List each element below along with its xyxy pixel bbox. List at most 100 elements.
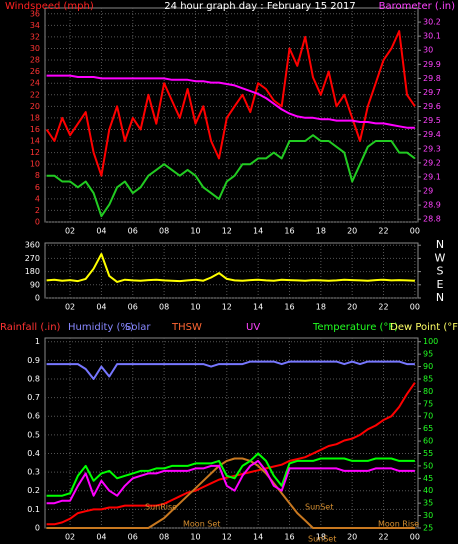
y-tick-label: 34 — [30, 21, 40, 30]
series-line — [46, 452, 415, 497]
y-tick-label: 0.3 — [27, 468, 40, 477]
y2-tick-label: 30 — [423, 46, 433, 55]
x-tick-label: 12 — [222, 303, 232, 312]
series-line — [46, 74, 415, 129]
y-tick-label: 0 — [35, 524, 40, 533]
plot-frame — [44, 7, 419, 223]
annotation: SunRise — [145, 503, 177, 512]
chart-title: 24 hour graph day : February 15 2017 — [164, 1, 355, 12]
y-tick-label: 0.8 — [27, 374, 40, 383]
y2-tick-label: 29.7 — [423, 88, 441, 97]
x-tick-label: 12 — [222, 227, 232, 236]
y2-tick-label: 80 — [423, 387, 433, 396]
y2-tick-label: 50 — [423, 461, 433, 470]
x-tick-label: 02 — [65, 227, 75, 236]
y-tick-label: 28 — [30, 56, 40, 65]
x-tick-label: 02 — [65, 303, 75, 312]
legend-label: Rainfall (.in) — [0, 322, 61, 333]
x-tick-label: 10 — [190, 303, 200, 312]
y2-tick-label: 90 — [423, 362, 433, 371]
x-tick-label: 10 — [190, 227, 200, 236]
y-tick-label: 90 — [30, 280, 40, 289]
legend-label: THSW — [171, 322, 202, 333]
y2-tick-label: 60 — [423, 437, 433, 446]
y2-tick-label: 25 — [423, 524, 433, 533]
y2-tick-label: 29.5 — [423, 116, 441, 125]
y-tick-label: 26 — [30, 67, 40, 76]
y2-tick-label: N — [436, 291, 444, 304]
y-tick-label: 22 — [30, 90, 40, 99]
y-tick-label: 6 — [35, 183, 40, 192]
x-tick-label: 06 — [128, 533, 138, 542]
x-tick-label: 16 — [284, 303, 294, 312]
y-tick-label: 0.5 — [27, 430, 40, 439]
legend-label: Humidity (%) — [68, 322, 134, 333]
series-line — [46, 459, 415, 505]
y2-tick-label: 55 — [423, 449, 433, 458]
x-tick-label: 08 — [159, 533, 169, 542]
y2-tick-label: 29 — [423, 187, 433, 196]
x-tick-label: 20 — [347, 533, 357, 542]
y2-tick-label: 65 — [423, 424, 433, 433]
x-tick-label: 14 — [253, 303, 263, 312]
y2-tick-label: 35 — [423, 499, 433, 508]
y-tick-label: 16 — [30, 125, 40, 134]
x-tick-label: 06 — [128, 303, 138, 312]
x-tick-label: 04 — [96, 533, 106, 542]
x-tick-label: 08 — [159, 303, 169, 312]
series-line — [46, 253, 415, 283]
x-tick-label: 18 — [316, 533, 326, 542]
x-tick-label: 16 — [284, 533, 294, 542]
y-tick-label: 4 — [35, 194, 40, 203]
x-tick-label: 10 — [190, 533, 200, 542]
y-tick-label: 0 — [35, 294, 40, 303]
x-tick-label: 18 — [316, 303, 326, 312]
y2-tick-label: 30.1 — [423, 32, 441, 41]
y2-tick-label: 100 — [423, 337, 438, 346]
y-axis-label: Windspeed (mph) — [5, 1, 94, 12]
x-tick-label: 02 — [65, 533, 75, 542]
y-tick-label: 360 — [25, 241, 40, 250]
series-line — [46, 360, 415, 380]
y2-tick-label: 85 — [423, 374, 433, 383]
y-tick-label: 180 — [25, 267, 40, 276]
y-tick-label: 0.9 — [27, 356, 40, 365]
y2-tick-label: 40 — [423, 486, 433, 495]
y-tick-label: 36 — [30, 9, 40, 18]
x-tick-label: 00 — [410, 533, 420, 542]
y-tick-label: 14 — [30, 137, 40, 146]
legend-label: UV — [246, 322, 260, 333]
x-tick-label: 16 — [284, 227, 294, 236]
legend-label: Solar — [125, 322, 151, 333]
y2-tick-label: 29.9 — [423, 60, 441, 69]
series-line — [46, 134, 416, 218]
legend-label: Dew Point (°F — [390, 322, 458, 333]
y2-tick-label: 28.8 — [423, 215, 441, 224]
y-tick-label: 0.6 — [27, 412, 40, 421]
y-tick-label: 270 — [25, 254, 40, 263]
y-tick-label: 10 — [30, 160, 40, 169]
y2-tick-label: 28.9 — [423, 201, 441, 210]
x-tick-label: 08 — [159, 227, 169, 236]
x-tick-label: 22 — [378, 533, 388, 542]
y-tick-label: 32 — [30, 32, 40, 41]
y-tick-label: 0.1 — [27, 505, 40, 514]
y-tick-label: 2 — [35, 206, 40, 215]
y-tick-label: 20 — [30, 102, 40, 111]
y-tick-label: 24 — [30, 79, 40, 88]
y2-tick-label: 95 — [423, 350, 433, 359]
x-tick-label: 04 — [96, 303, 106, 312]
y2-tick-label: 29.8 — [423, 74, 441, 83]
y-tick-label: 0.4 — [27, 449, 40, 458]
x-tick-label: 22 — [378, 303, 388, 312]
legend-label: Temperature (°F) — [312, 322, 398, 333]
y2-tick-label: 29.6 — [423, 102, 441, 111]
x-tick-label: 20 — [347, 227, 357, 236]
y-tick-label: 30 — [30, 44, 40, 53]
x-tick-label: 14 — [253, 533, 263, 542]
annotation: SunSet — [308, 535, 336, 544]
y-tick-label: 0.7 — [27, 393, 40, 402]
y2-tick-label: W — [435, 251, 446, 264]
x-tick-label: 20 — [347, 303, 357, 312]
